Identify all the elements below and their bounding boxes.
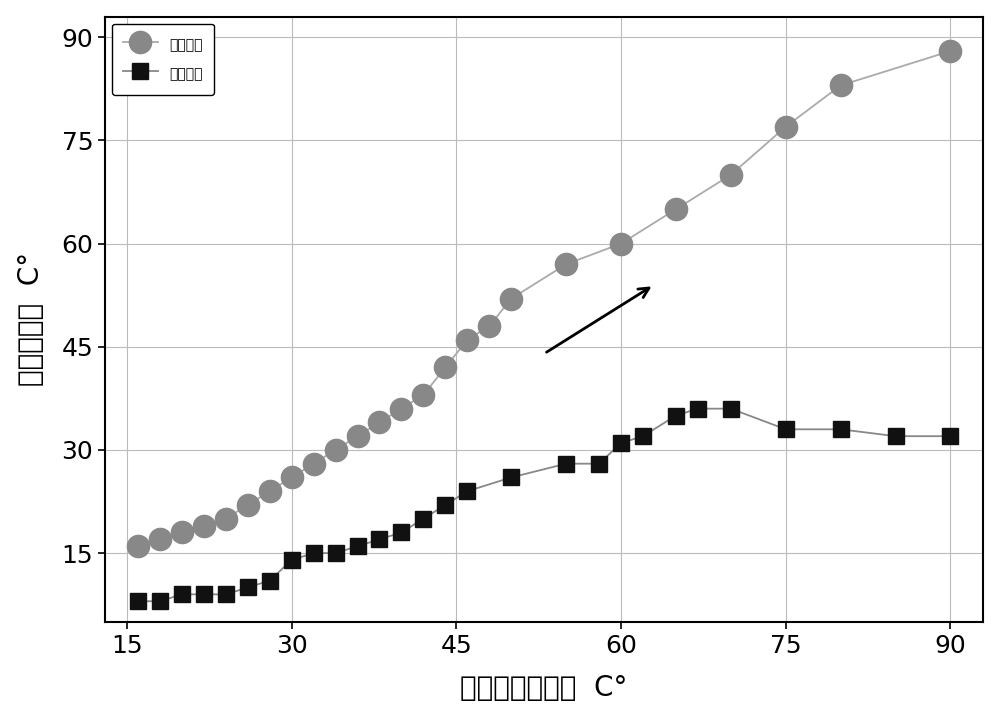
- 热端温度: [308, 459, 320, 468]
- 冷端温度: [637, 432, 649, 441]
- 冷端温度: [286, 556, 298, 564]
- Line: 热端温度: 热端温度: [127, 40, 962, 557]
- 热端温度: [944, 47, 956, 55]
- 热端温度: [264, 487, 276, 495]
- 热端温度: [417, 390, 429, 399]
- 热端温度: [154, 535, 166, 544]
- 热端温度: [176, 528, 188, 537]
- 热端温度: [560, 260, 572, 269]
- Line: 冷端温度: 冷端温度: [130, 401, 958, 609]
- 热端温度: [352, 432, 364, 441]
- 冷端温度: [242, 583, 254, 592]
- Legend: 热端温度, 冷端温度: 热端温度, 冷端温度: [112, 24, 214, 95]
- 冷端温度: [944, 432, 956, 441]
- 冷端温度: [176, 590, 188, 599]
- 热端温度: [439, 363, 451, 372]
- 冷端温度: [615, 439, 627, 447]
- 热端温度: [395, 404, 407, 413]
- 冷端温度: [417, 514, 429, 523]
- 冷端温度: [890, 432, 902, 441]
- 冷端温度: [670, 411, 682, 420]
- 热端温度: [670, 205, 682, 214]
- 冷端温度: [132, 597, 144, 605]
- 冷端温度: [725, 404, 737, 413]
- 冷端温度: [198, 590, 210, 599]
- 热端温度: [780, 122, 792, 131]
- Y-axis label: 检测温度，  C°: 检测温度， C°: [17, 252, 45, 386]
- 热端温度: [615, 239, 627, 248]
- 热端温度: [220, 514, 232, 523]
- 热端温度: [242, 500, 254, 509]
- 热端温度: [373, 418, 385, 427]
- 热端温度: [132, 542, 144, 551]
- 热端温度: [505, 294, 517, 303]
- 冷端温度: [692, 404, 704, 413]
- 热端温度: [483, 322, 495, 331]
- 冷端温度: [780, 425, 792, 434]
- 热端温度: [198, 521, 210, 530]
- 冷端温度: [220, 590, 232, 599]
- 热端温度: [330, 446, 342, 454]
- 冷端温度: [330, 549, 342, 557]
- 冷端温度: [264, 577, 276, 585]
- 冷端温度: [835, 425, 847, 434]
- 冷端温度: [560, 459, 572, 468]
- 热端温度: [725, 170, 737, 179]
- 冷端温度: [308, 549, 320, 557]
- 热端温度: [461, 336, 473, 344]
- X-axis label: 瞬态环境温度，  C°: 瞬态环境温度， C°: [460, 674, 628, 702]
- 冷端温度: [395, 528, 407, 537]
- 热端温度: [835, 81, 847, 90]
- 冷端温度: [154, 597, 166, 605]
- 冷端温度: [373, 535, 385, 544]
- 热端温度: [286, 473, 298, 482]
- 冷端温度: [439, 500, 451, 509]
- 冷端温度: [352, 542, 364, 551]
- 冷端温度: [505, 473, 517, 482]
- 冷端温度: [593, 459, 605, 468]
- 冷端温度: [461, 487, 473, 495]
